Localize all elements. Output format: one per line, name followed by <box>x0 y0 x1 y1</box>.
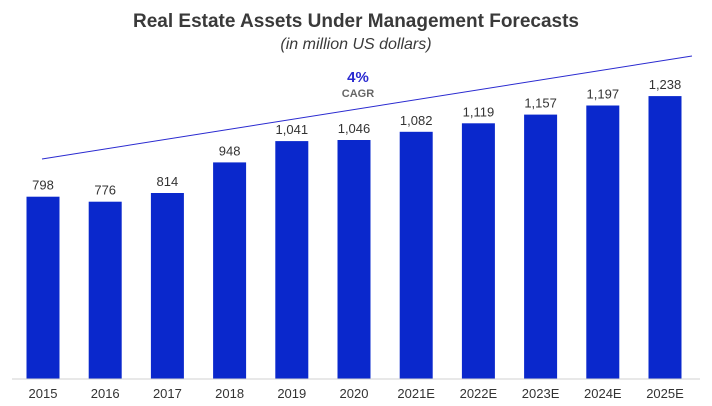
cagr-trend-line <box>41 55 693 160</box>
chart-subtitle: (in million US dollars) <box>280 36 431 53</box>
x-tick-label-2025E: 2025E <box>646 386 684 401</box>
value-label-2020: 1,046 <box>338 121 371 136</box>
value-label-2024E: 1,197 <box>587 87 620 102</box>
bar-2023E <box>524 114 558 379</box>
bar-2015 <box>26 196 60 379</box>
chart-title: Real Estate Assets Under Management Fore… <box>133 11 579 32</box>
value-label-2023E: 1,157 <box>524 96 557 111</box>
x-tick-label-2024E: 2024E <box>584 386 622 401</box>
value-label-2018: 948 <box>219 143 241 158</box>
bar-2025E <box>648 96 682 379</box>
value-label-2017: 814 <box>157 174 179 189</box>
cagr-label: CAGR <box>342 88 374 100</box>
value-label-2015: 798 <box>32 178 54 193</box>
value-label-2025E: 1,238 <box>649 77 682 92</box>
value-label-2016: 776 <box>94 183 116 198</box>
x-tick-label-2021E: 2021E <box>397 386 435 401</box>
x-tick-label-2019: 2019 <box>277 386 306 401</box>
x-tick-label-2015: 2015 <box>29 386 58 401</box>
x-tick-label-2020: 2020 <box>340 386 369 401</box>
bar-2019 <box>275 141 309 379</box>
x-tick-label-2023E: 2023E <box>522 386 560 401</box>
x-tick-label-2017: 2017 <box>153 386 182 401</box>
x-tick-label-2016: 2016 <box>91 386 120 401</box>
x-tick-labels-group: 2015 2016 2017 2018 2019 2020 2021E 2022E 2023E 2… <box>29 386 685 401</box>
bar-2017 <box>150 193 184 379</box>
bar-2024E <box>586 105 620 379</box>
bar-2021E <box>399 131 433 379</box>
bars-group <box>26 96 682 379</box>
bar-2018 <box>213 162 247 379</box>
value-label-2021E: 1,082 <box>400 113 433 128</box>
bar-2022E <box>461 123 495 379</box>
x-tick-label-2022E: 2022E <box>460 386 498 401</box>
value-label-2019: 1,041 <box>276 122 309 137</box>
value-label-2022E: 1,119 <box>463 104 495 119</box>
cagr-value: 4% <box>347 69 369 86</box>
value-labels-group: 798 776 814 948 1,041 1,046 1,082 1,119 1,157 1,1… <box>32 77 681 198</box>
bar-2020 <box>337 140 371 379</box>
bar-2016 <box>88 201 122 379</box>
x-tick-label-2018: 2018 <box>215 386 244 401</box>
